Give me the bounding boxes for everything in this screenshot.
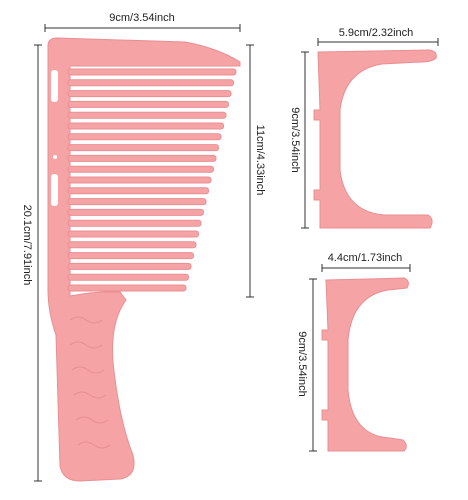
comb-tooth [67,252,194,260]
dimension-label: 4.4cm/1.73inch [328,252,403,264]
dimension-line [44,24,241,32]
comb-tooth [67,198,207,206]
comb-tooth [67,144,219,152]
dimension-line [246,44,254,298]
comb-tooth [67,187,209,195]
comb-teeth [67,68,237,292]
dimension-label: 9cm/3.54inch [109,12,174,24]
dimension-label: 11cm/4.33inch [254,125,266,196]
comb-tooth [67,219,202,227]
dimension-line [321,264,411,272]
comb-tooth [67,284,187,292]
dimension-line [317,38,439,46]
dimension-line [309,278,317,452]
comb-tooth [67,241,197,249]
guide-small [321,277,409,452]
comb-tooth [67,176,212,184]
guide-large [313,49,437,229]
comb-tooth [67,230,199,238]
dimension-line [301,51,309,229]
dimension-label: 9cm/3.54inch [296,331,308,396]
comb-body [47,37,241,482]
comb-tooth [67,133,222,141]
comb-tooth [67,165,214,173]
comb-tooth [67,111,227,119]
comb-slot [51,70,58,102]
comb-hole [53,155,57,159]
handle-waves [69,316,111,449]
dimension-label: 5.9cm/2.32inch [339,27,414,39]
comb-tooth [67,273,189,281]
comb-tooth [67,90,232,98]
dimension-label: 20.1cm/7.91inch [21,205,33,286]
comb-slot [51,174,58,206]
comb-tooth [67,262,192,270]
comb-tooth [67,208,204,216]
comb-tooth [67,122,224,130]
dimension-label: 9cm/3.54inch [289,107,301,172]
dimension-line [34,44,42,482]
comb-tooth [67,79,234,87]
comb-tooth [67,154,217,162]
comb-tooth [67,100,229,108]
comb-tooth [67,68,237,76]
